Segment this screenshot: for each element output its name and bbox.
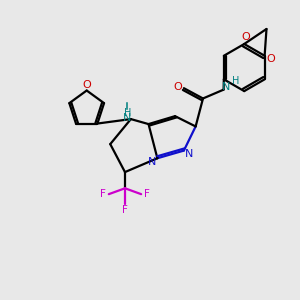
Text: F: F xyxy=(122,205,128,215)
Text: O: O xyxy=(241,32,250,42)
Text: N: N xyxy=(123,113,131,124)
Text: H: H xyxy=(232,76,240,86)
Text: F: F xyxy=(100,189,106,199)
Text: N: N xyxy=(222,82,231,92)
Text: O: O xyxy=(267,54,275,64)
Text: F: F xyxy=(144,189,150,199)
Text: N: N xyxy=(148,157,156,167)
Text: O: O xyxy=(82,80,91,90)
Text: H: H xyxy=(124,108,131,118)
Text: O: O xyxy=(174,82,182,92)
Text: N: N xyxy=(185,149,193,159)
